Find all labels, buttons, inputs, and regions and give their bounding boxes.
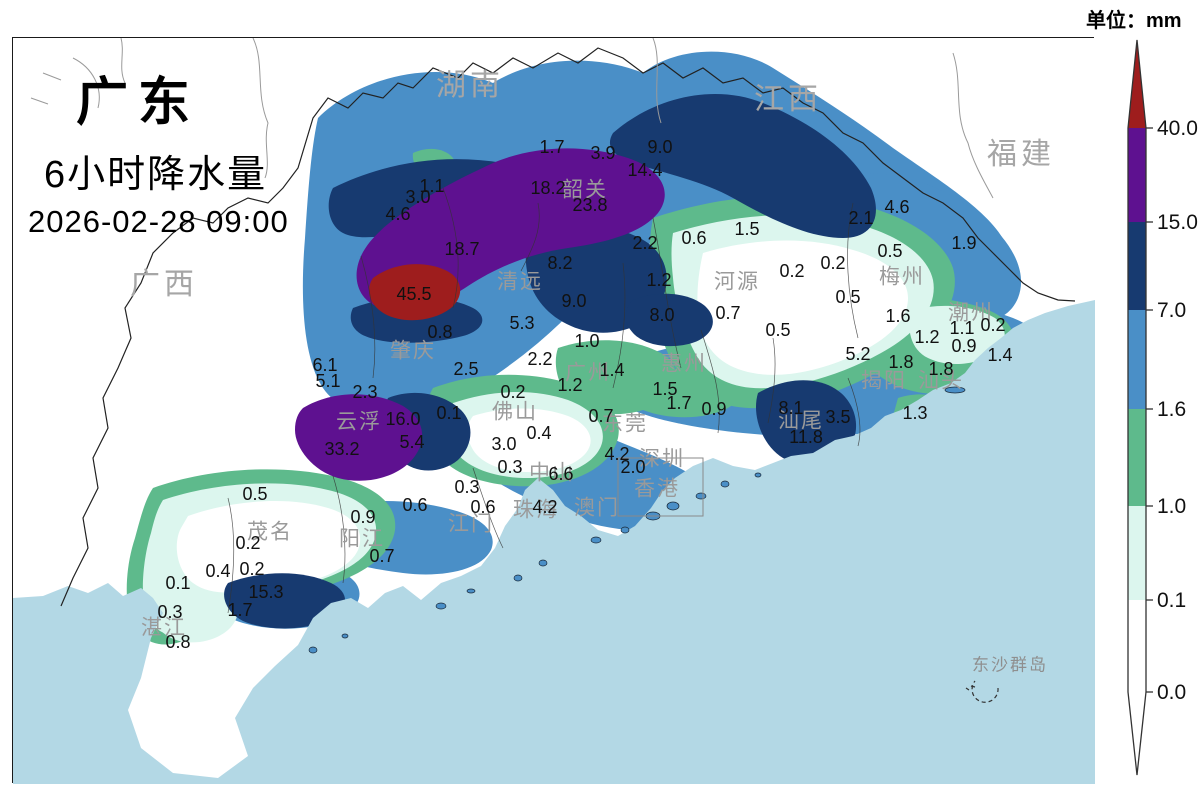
legend-segment xyxy=(1128,128,1146,222)
legend-colorbar-svg: 40.0 15.0 7.0 1.6 1.0 0.1 0.0 xyxy=(1127,39,1198,776)
legend-tick-label: 1.0 xyxy=(1157,495,1186,518)
neighbour-boundaries xyxy=(30,38,994,199)
legend-tick-label: 40.0 xyxy=(1157,117,1198,140)
legend-tick-label: 7.0 xyxy=(1157,299,1186,322)
legend-tick-label: 15.0 xyxy=(1157,211,1198,234)
legend-segment xyxy=(1128,600,1146,692)
legend-segment xyxy=(1128,222,1146,310)
legend-unit-label: 单位：mm xyxy=(1086,10,1182,32)
legend-tick-label: 0.0 xyxy=(1157,681,1186,704)
legend-segment xyxy=(1128,409,1146,506)
legend-tick-label: 0.1 xyxy=(1157,589,1186,612)
map-canvas xyxy=(13,38,1095,784)
precip-region-red xyxy=(369,264,461,321)
legend-segment xyxy=(1128,506,1146,600)
legend-segment xyxy=(1128,692,1146,775)
legend-segment xyxy=(1128,40,1146,128)
title-block: 广东 6小时降水量 2026-02-28 09:00 xyxy=(28,60,289,240)
dongsha-atoll xyxy=(965,680,999,703)
guangdong-border xyxy=(60,47,1076,607)
legend-segment xyxy=(1128,310,1146,409)
map-title-region: 广东 xyxy=(76,74,201,132)
map-frame xyxy=(12,37,1095,784)
legend-tick-label: 1.6 xyxy=(1157,398,1186,421)
shenzhen-hongkong-inset-box xyxy=(617,457,704,517)
map-title-datetime: 2026-02-28 09:00 xyxy=(28,204,289,239)
map-title-product: 6小时降水量 xyxy=(44,154,268,196)
city-boundaries xyxy=(227,187,861,614)
precip-regions-white xyxy=(176,240,908,593)
sea xyxy=(13,300,1095,784)
